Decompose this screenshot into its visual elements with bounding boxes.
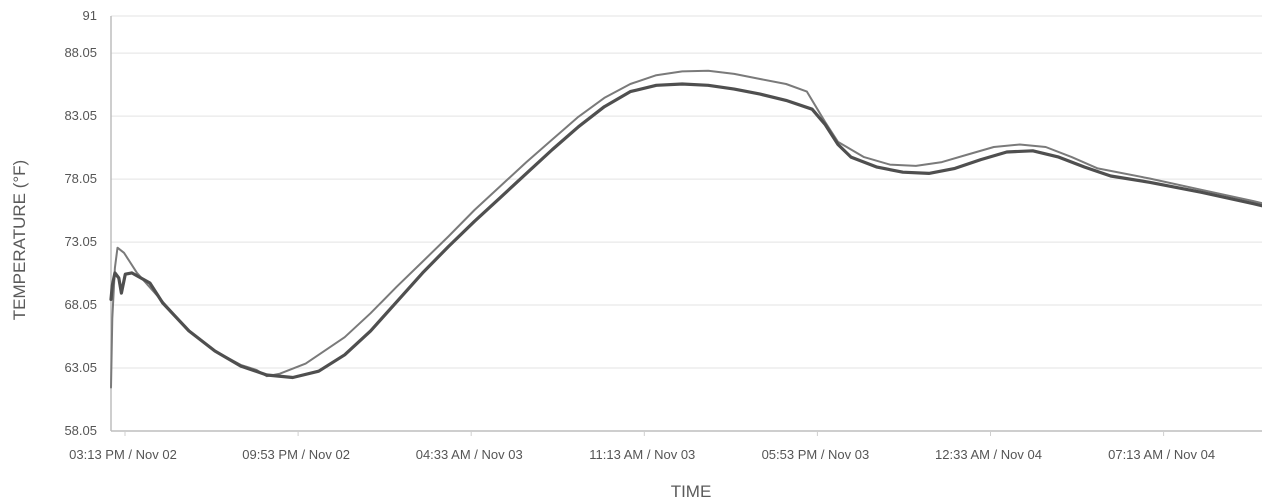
x-tick-label: 09:53 PM / Nov 02	[242, 447, 350, 462]
x-axis-title: TIME	[671, 482, 712, 501]
y-tick-label: 73.05	[64, 234, 97, 249]
series-line-2	[109, 82, 1262, 380]
x-tick-label: 05:53 PM / Nov 03	[762, 447, 870, 462]
y-tick-label: 78.05	[64, 171, 97, 186]
x-tick-label: 04:33 AM / Nov 03	[416, 447, 523, 462]
x-tick-labels: 03:13 PM / Nov 02 09:53 PM / Nov 02 04:33 …	[69, 447, 1215, 462]
y-tick-label: 68.05	[64, 297, 97, 312]
y-tick-label: 91	[83, 8, 97, 23]
y-tick-label: 58.05	[64, 423, 97, 438]
series-layer	[109, 69, 1262, 389]
gridlines	[111, 15, 1262, 432]
series-line-1	[110, 69, 1262, 389]
x-tick-label: 11:13 AM / Nov 03	[589, 447, 695, 462]
y-axis-title: TEMPERATURE (°F)	[10, 160, 29, 320]
x-tick-label: 12:33 AM / Nov 04	[935, 447, 1042, 462]
y-tick-label: 63.05	[64, 360, 97, 375]
x-tick-label: 07:13 AM / Nov 04	[1108, 447, 1215, 462]
y-tick-label: 88.05	[64, 45, 97, 60]
y-tick-label: 83.05	[64, 108, 97, 123]
y-tick-labels: 58.05 63.05 68.05 73.05 78.05 83.05 88.05 91	[64, 8, 97, 438]
x-tick-label: 03:13 PM / Nov 02	[69, 447, 177, 462]
